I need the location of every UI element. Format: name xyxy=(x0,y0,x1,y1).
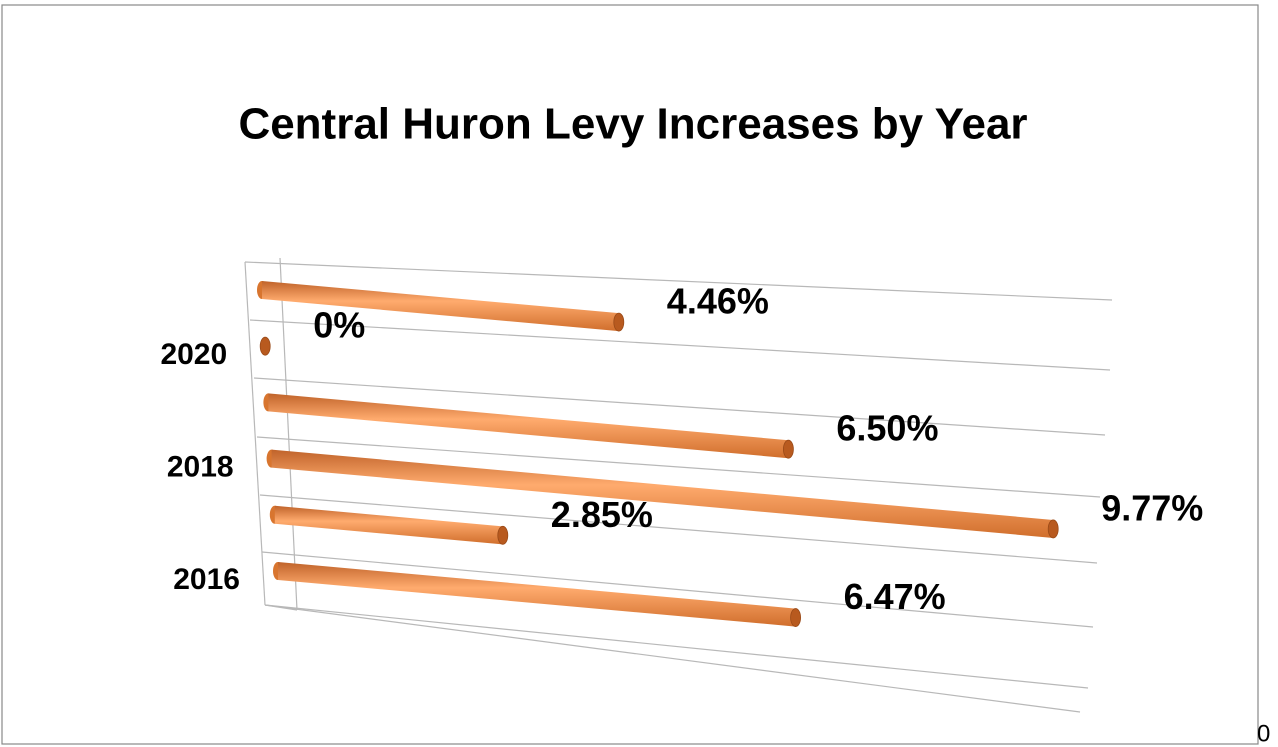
y-tick-label: 2020 xyxy=(160,338,227,371)
chart-title: Central Huron Levy Increases by Year xyxy=(238,100,1027,149)
data-label: 9.77% xyxy=(1101,487,1203,528)
bar-end-cap xyxy=(790,608,801,627)
bar xyxy=(268,393,789,459)
y-tick-label: 2018 xyxy=(167,451,234,484)
bar xyxy=(271,449,1054,538)
chart-border xyxy=(1,4,1259,745)
data-label: 6.50% xyxy=(836,408,938,449)
bar xyxy=(262,281,619,332)
corner-text: 0 xyxy=(1257,720,1270,747)
data-label: 4.46% xyxy=(667,281,769,322)
data-label: 6.47% xyxy=(844,576,946,617)
bar-end-cap xyxy=(1047,519,1059,539)
bar-end-cap xyxy=(783,439,794,459)
bar-end-cap xyxy=(613,312,625,332)
data-label: 0% xyxy=(313,305,365,346)
bar-end-cap xyxy=(497,525,509,545)
bar xyxy=(278,562,796,627)
y-tick-label: 2016 xyxy=(173,563,240,596)
bar-end-cap xyxy=(259,336,271,356)
bar xyxy=(274,505,503,545)
plot-frame xyxy=(244,257,1113,713)
data-label: 2.85% xyxy=(551,494,653,535)
